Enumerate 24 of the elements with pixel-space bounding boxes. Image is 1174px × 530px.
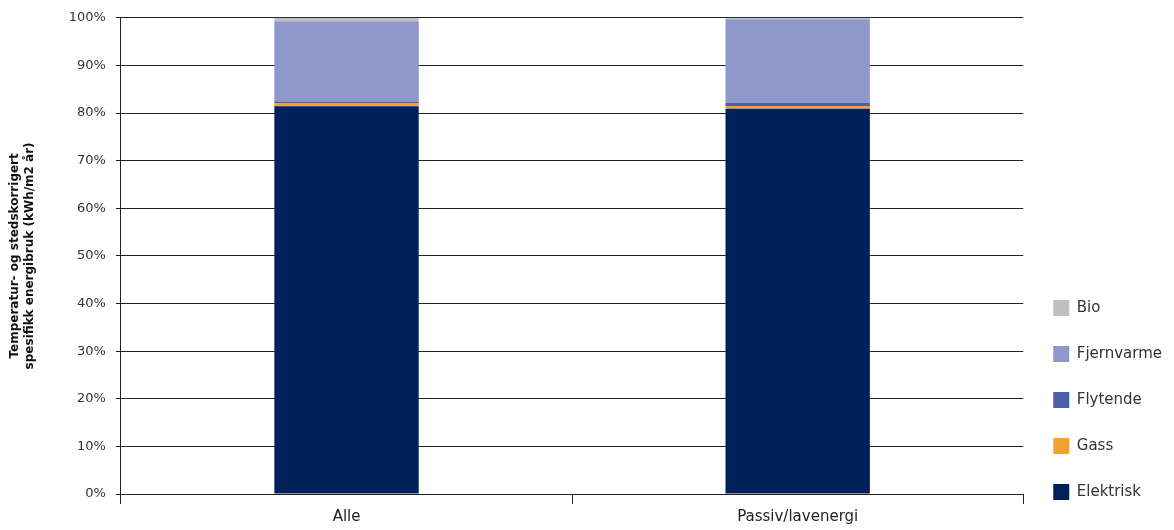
bar bbox=[274, 106, 419, 494]
y-tick-label: 80% bbox=[77, 104, 106, 120]
y-tick-label: 90% bbox=[77, 56, 106, 72]
x-tick-label: Passiv/lavenergi bbox=[737, 506, 859, 525]
legend-label: Bio bbox=[1076, 297, 1101, 316]
y-tick-label: 70% bbox=[77, 152, 106, 168]
legend-label: Flytende bbox=[1076, 389, 1142, 408]
y-tick-label: 20% bbox=[77, 390, 106, 406]
y-tick-label: 60% bbox=[77, 199, 106, 215]
y-tick-label: 0% bbox=[85, 485, 106, 501]
y-axis-title: Temperatur- og stedskorrigert spesifikk energibruk (kWh/m2 år) bbox=[7, 142, 36, 370]
legend-label: Gass bbox=[1076, 435, 1114, 454]
bar bbox=[725, 108, 870, 494]
y-tick-label: 40% bbox=[77, 294, 106, 310]
y-tick-label: 100% bbox=[68, 9, 106, 25]
y-tick-label: 50% bbox=[77, 247, 106, 263]
bar bbox=[274, 21, 419, 102]
legend-label: Fjernvarme bbox=[1076, 343, 1162, 362]
y-tick-label: 10% bbox=[77, 437, 106, 453]
bar bbox=[725, 19, 870, 104]
y-tick-label: 30% bbox=[77, 342, 106, 358]
bar bbox=[274, 17, 419, 22]
x-tick-label: Alle bbox=[332, 506, 361, 525]
legend-label: Elektrisk bbox=[1076, 481, 1142, 500]
